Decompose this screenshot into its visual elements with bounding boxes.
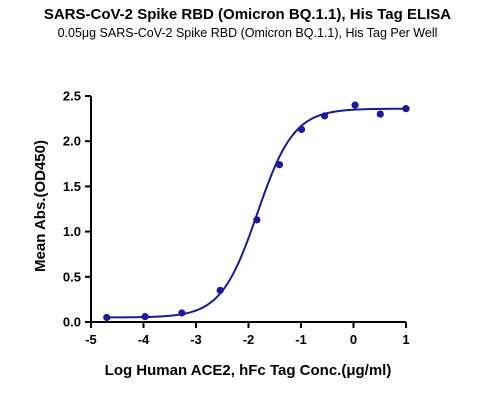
chart-subtitle: 0.05μg SARS-CoV-2 Spike RBD (Omicron BQ.… [58, 26, 438, 40]
y-tick-label: 1.5 [63, 179, 81, 194]
data-point [178, 309, 186, 317]
data-point [253, 216, 261, 224]
y-tick-label: 2.0 [63, 134, 81, 149]
fit-curve-group [106, 107, 406, 319]
x-tick-label: 1 [402, 332, 409, 347]
data-point [376, 110, 384, 118]
data-point [402, 105, 410, 113]
x-tick-label: -1 [295, 332, 307, 347]
data-point [297, 125, 306, 134]
y-tick-label: 0.5 [63, 269, 81, 284]
data-point [216, 286, 224, 294]
x-tick-label: -4 [138, 332, 150, 347]
fit-curve [106, 107, 406, 319]
tick-marks: -5 -4 -3 -2 -1 0 1 0.0 0.5 1.0 1.5 2.0 2.5 [63, 89, 410, 348]
data-points [103, 101, 410, 322]
y-tick-label: 2.5 [63, 89, 81, 104]
axes [90, 96, 406, 323]
x-tick-label: -5 [85, 332, 97, 347]
chart-title: SARS-CoV-2 Spike RBD (Omicron BQ.1.1), H… [44, 6, 451, 23]
x-tick-label: 0 [350, 332, 357, 347]
x-tick-label: -3 [190, 332, 202, 347]
y-axis-label: Mean Abs.(OD450) [32, 140, 49, 272]
x-tick-label: -2 [243, 332, 255, 347]
y-tick-label: 1.0 [63, 224, 81, 239]
data-point [351, 101, 359, 109]
y-tick-label: 0.0 [63, 315, 81, 330]
data-point [103, 313, 111, 322]
data-point [275, 161, 284, 169]
data-point [321, 112, 329, 120]
data-point [141, 312, 149, 321]
x-axis-label: Log Human ACE2, hFc Tag Conc.(μg/ml) [105, 362, 392, 379]
